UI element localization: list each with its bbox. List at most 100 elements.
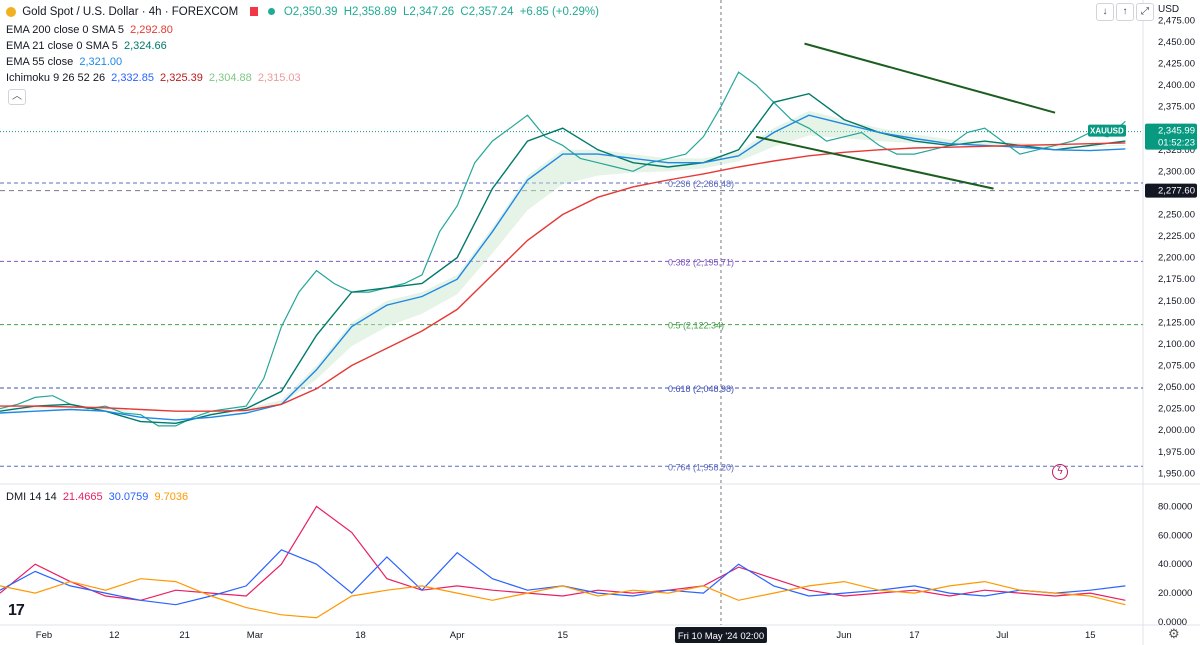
series-line-ema-55 — [0, 114, 1126, 421]
price-tick-label: 2,025.00 — [1158, 404, 1195, 415]
ema200-label: EMA 200 close 0 SMA 5 — [6, 24, 125, 36]
dmi-line-di — [0, 578, 1126, 619]
time-tick-label: 18 — [355, 630, 366, 641]
chevron-up-icon: ︿ — [12, 91, 22, 102]
dmi-tick-label: 60.0000 — [1158, 530, 1192, 541]
price-tag-countdown: 01:52:23 — [1158, 138, 1195, 149]
dmi-tick-label: 40.0000 — [1158, 559, 1192, 570]
time-tick-label: 15 — [1085, 630, 1096, 641]
ichimoku-cloud — [0, 110, 1126, 416]
ichimoku-value-1: 2,332.85 — [111, 72, 154, 84]
price-tick-label: 2,325.00 — [1158, 145, 1195, 156]
line-price-tag-box — [1145, 183, 1197, 198]
dmi-tick-label: 80.0000 — [1158, 501, 1192, 512]
dmi-tick-label: 0.0000 — [1158, 617, 1187, 628]
wedge-trendline — [804, 42, 1056, 114]
market-status-icon — [267, 8, 275, 16]
price-tick-label: 2,300.00 — [1158, 166, 1195, 177]
currency-selector[interactable]: USD — [1158, 4, 1180, 15]
collapse-legend-button[interactable]: ︿ — [8, 89, 26, 105]
ohlc-open: O2,350.39 — [283, 6, 338, 18]
wedge-trendline — [755, 135, 994, 190]
price-tick-label: 2,475.00 — [1158, 15, 1195, 26]
time-tick-label: 12 — [109, 630, 120, 641]
time-tick-label: Jun — [836, 630, 851, 641]
ohlc-change: +6.85 (+0.29%) — [519, 6, 599, 18]
arrow-down-icon: ↓ — [1102, 6, 1108, 17]
fib-level-label: 0.236 (2,286.48) — [668, 179, 734, 189]
dmi-legend[interactable]: DMI 14 14 21.4665 30.0759 9.7036 — [6, 489, 191, 505]
price-tick-label: 2,400.00 — [1158, 80, 1195, 91]
ema200-value: 2,292.80 — [130, 24, 173, 36]
price-tick-label: 2,375.00 — [1158, 102, 1195, 113]
price-tick-label: 2,000.00 — [1158, 425, 1195, 436]
price-tick-label: 1,950.00 — [1158, 468, 1195, 479]
price-tick-label: 1,975.00 — [1158, 447, 1195, 458]
maximize-icon: ⤢ — [1141, 6, 1149, 17]
scroll-down-button[interactable]: ↓ — [1096, 3, 1114, 21]
scroll-up-button[interactable]: ↑ — [1116, 3, 1134, 21]
fib-level-label: 0.382 (2,195.71) — [668, 257, 734, 267]
time-tick-label: Apr — [450, 630, 465, 641]
ohlc-low: L2,347.26 — [403, 6, 455, 18]
ohlc-close: C2,357.24 — [460, 6, 514, 18]
symbol-tag-text: XAUUSD — [1090, 127, 1124, 136]
flag-icon[interactable] — [250, 7, 259, 17]
ema21-legend[interactable]: EMA 21 close 0 SMA 5 2,324.66 — [6, 38, 170, 54]
time-tick-label: 17 — [909, 630, 920, 641]
price-tag-box — [1145, 123, 1197, 150]
ema21-value: 2,324.66 — [123, 40, 167, 52]
series-line-price — [0, 71, 1126, 427]
ichimoku-value-2: 2,325.39 — [160, 72, 203, 84]
price-tick-label: 2,425.00 — [1158, 58, 1195, 69]
series-line-ema-200 — [0, 142, 1126, 412]
arrow-up-icon: ↑ — [1122, 6, 1128, 17]
dmi-value-adx: 21.4665 — [62, 491, 103, 503]
price-tick-label: 2,125.00 — [1158, 317, 1195, 328]
dmi-label: DMI 14 14 — [6, 491, 57, 503]
symbol-title[interactable]: Gold Spot / U.S. Dollar · 4h · FOREXCOM — [22, 6, 239, 18]
price-tick-label: 2,450.00 — [1158, 37, 1195, 48]
tradingview-logo-icon: 17 — [8, 602, 25, 619]
symbol-legend: Gold Spot / U.S. Dollar · 4h · FOREXCOM … — [6, 4, 602, 20]
price-tag-value: 2,345.99 — [1158, 126, 1195, 137]
dmi-value-minus-di: 9.7036 — [154, 491, 189, 503]
price-tick-label: 2,100.00 — [1158, 339, 1195, 350]
settings-gear-icon[interactable]: ⚙ — [1168, 626, 1180, 641]
ichimoku-legend[interactable]: Ichimoku 9 26 52 26 2,332.85 2,325.39 2,… — [6, 70, 304, 86]
series-line-ema-21 — [0, 92, 1126, 425]
price-tick-label: 2,150.00 — [1158, 296, 1195, 307]
time-tick-label: Mar — [247, 630, 263, 641]
time-tick-label: Jul — [996, 630, 1008, 641]
ema200-legend[interactable]: EMA 200 close 0 SMA 5 2,292.80 — [6, 22, 176, 38]
time-tick-label: 21 — [179, 630, 190, 641]
time-tick-label: 15 — [557, 630, 568, 641]
crosshair-time-label: Fri 10 May '24 02:00 — [678, 631, 764, 642]
price-tick-label: 2,075.00 — [1158, 361, 1195, 372]
maximize-pane-button[interactable]: ⤢ — [1136, 3, 1154, 21]
ohlc-high: H2,358.89 — [343, 6, 397, 18]
ema55-label: EMA 55 close — [6, 56, 74, 68]
ichimoku-label: Ichimoku 9 26 52 26 — [6, 72, 106, 84]
ema55-legend[interactable]: EMA 55 close 2,321.00 — [6, 54, 125, 70]
line-price-tag-value: 2,277.60 — [1158, 186, 1195, 197]
lightning-alert-icon[interactable]: ϟ — [1052, 464, 1068, 480]
dmi-value-plus-di: 30.0759 — [108, 491, 149, 503]
ichimoku-value-3: 2,304.88 — [208, 72, 252, 84]
price-tick-label: 2,225.00 — [1158, 231, 1195, 242]
gold-coin-icon — [6, 6, 16, 17]
time-tick-label: Feb — [36, 630, 52, 641]
ema21-label: EMA 21 close 0 SMA 5 — [6, 40, 118, 52]
symbol-tag-box — [1088, 124, 1126, 137]
ichimoku-value-4: 2,315.03 — [257, 72, 301, 84]
dmi-tick-label: 20.0000 — [1158, 588, 1192, 599]
price-tick-label: 2,250.00 — [1158, 209, 1195, 220]
fib-level-label: 0.618 (2,048.98) — [668, 384, 734, 394]
dmi-line-adx — [0, 505, 1126, 601]
fib-level-label: 0.764 (1,958.20) — [668, 462, 734, 472]
fib-level-label: 0.5 (2,122.34) — [668, 321, 724, 331]
price-tick-label: 2,175.00 — [1158, 274, 1195, 285]
crosshair-time-box — [674, 627, 767, 643]
